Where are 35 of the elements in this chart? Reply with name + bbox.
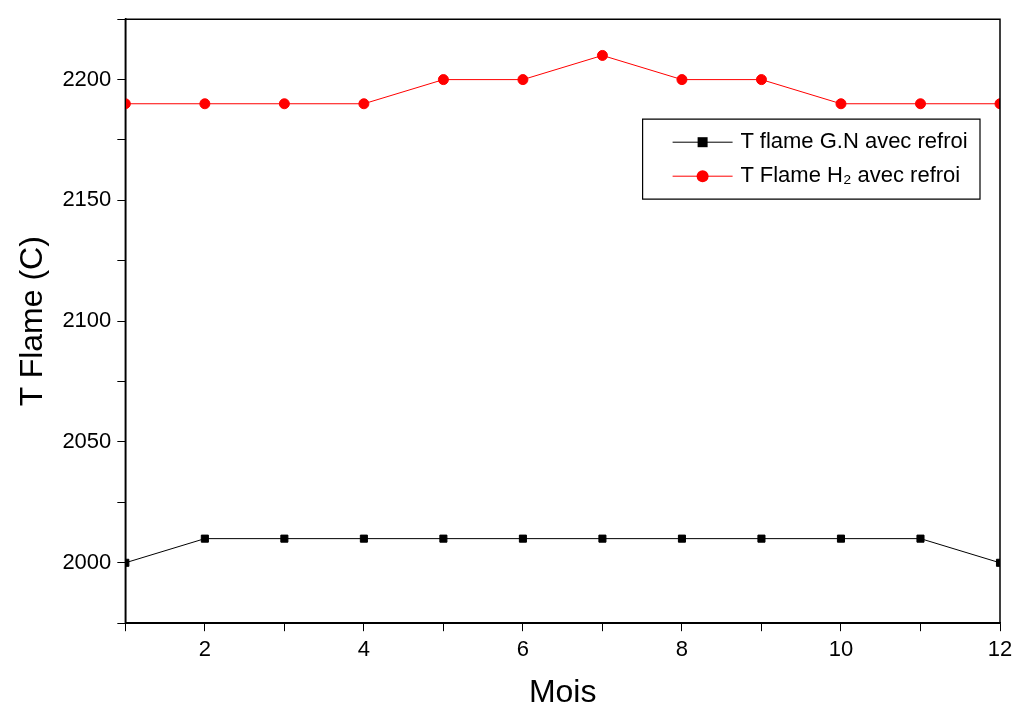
point	[755, 74, 767, 86]
point	[359, 534, 368, 543]
point	[517, 74, 529, 86]
y-axis-title: T Flame (C)	[13, 236, 50, 407]
y-tick-label: 2150	[62, 186, 112, 212]
x-tick-label: 4	[357, 636, 371, 662]
point	[358, 98, 370, 110]
point	[914, 98, 926, 110]
x-tick-label: 6	[516, 636, 530, 662]
point	[200, 534, 209, 543]
x-tick-label: 8	[675, 636, 689, 662]
point	[199, 98, 211, 110]
point	[596, 49, 608, 61]
x-axis-title: Mois	[528, 672, 597, 709]
y-tick-label: 2200	[62, 65, 112, 91]
y-tick-label: 2000	[62, 548, 112, 574]
y-tick-label: 2050	[62, 428, 112, 454]
x-tick-label: 12	[987, 636, 1013, 662]
point	[518, 534, 527, 543]
point	[437, 74, 449, 86]
point	[835, 98, 847, 110]
point	[439, 534, 448, 543]
legend-label: T Flame H₂ avec refroi	[740, 162, 961, 188]
point	[280, 534, 289, 543]
point	[916, 534, 925, 543]
point	[598, 534, 607, 543]
point	[677, 534, 686, 543]
x-tick-label: 10	[828, 636, 854, 662]
x-tick-label: 2	[198, 636, 211, 662]
point	[836, 534, 846, 543]
point	[757, 534, 766, 543]
point	[278, 98, 290, 110]
y-tick-label: 2100	[62, 307, 112, 333]
legend-label: T flame G.N avec refroi	[740, 128, 968, 154]
point	[676, 74, 688, 86]
